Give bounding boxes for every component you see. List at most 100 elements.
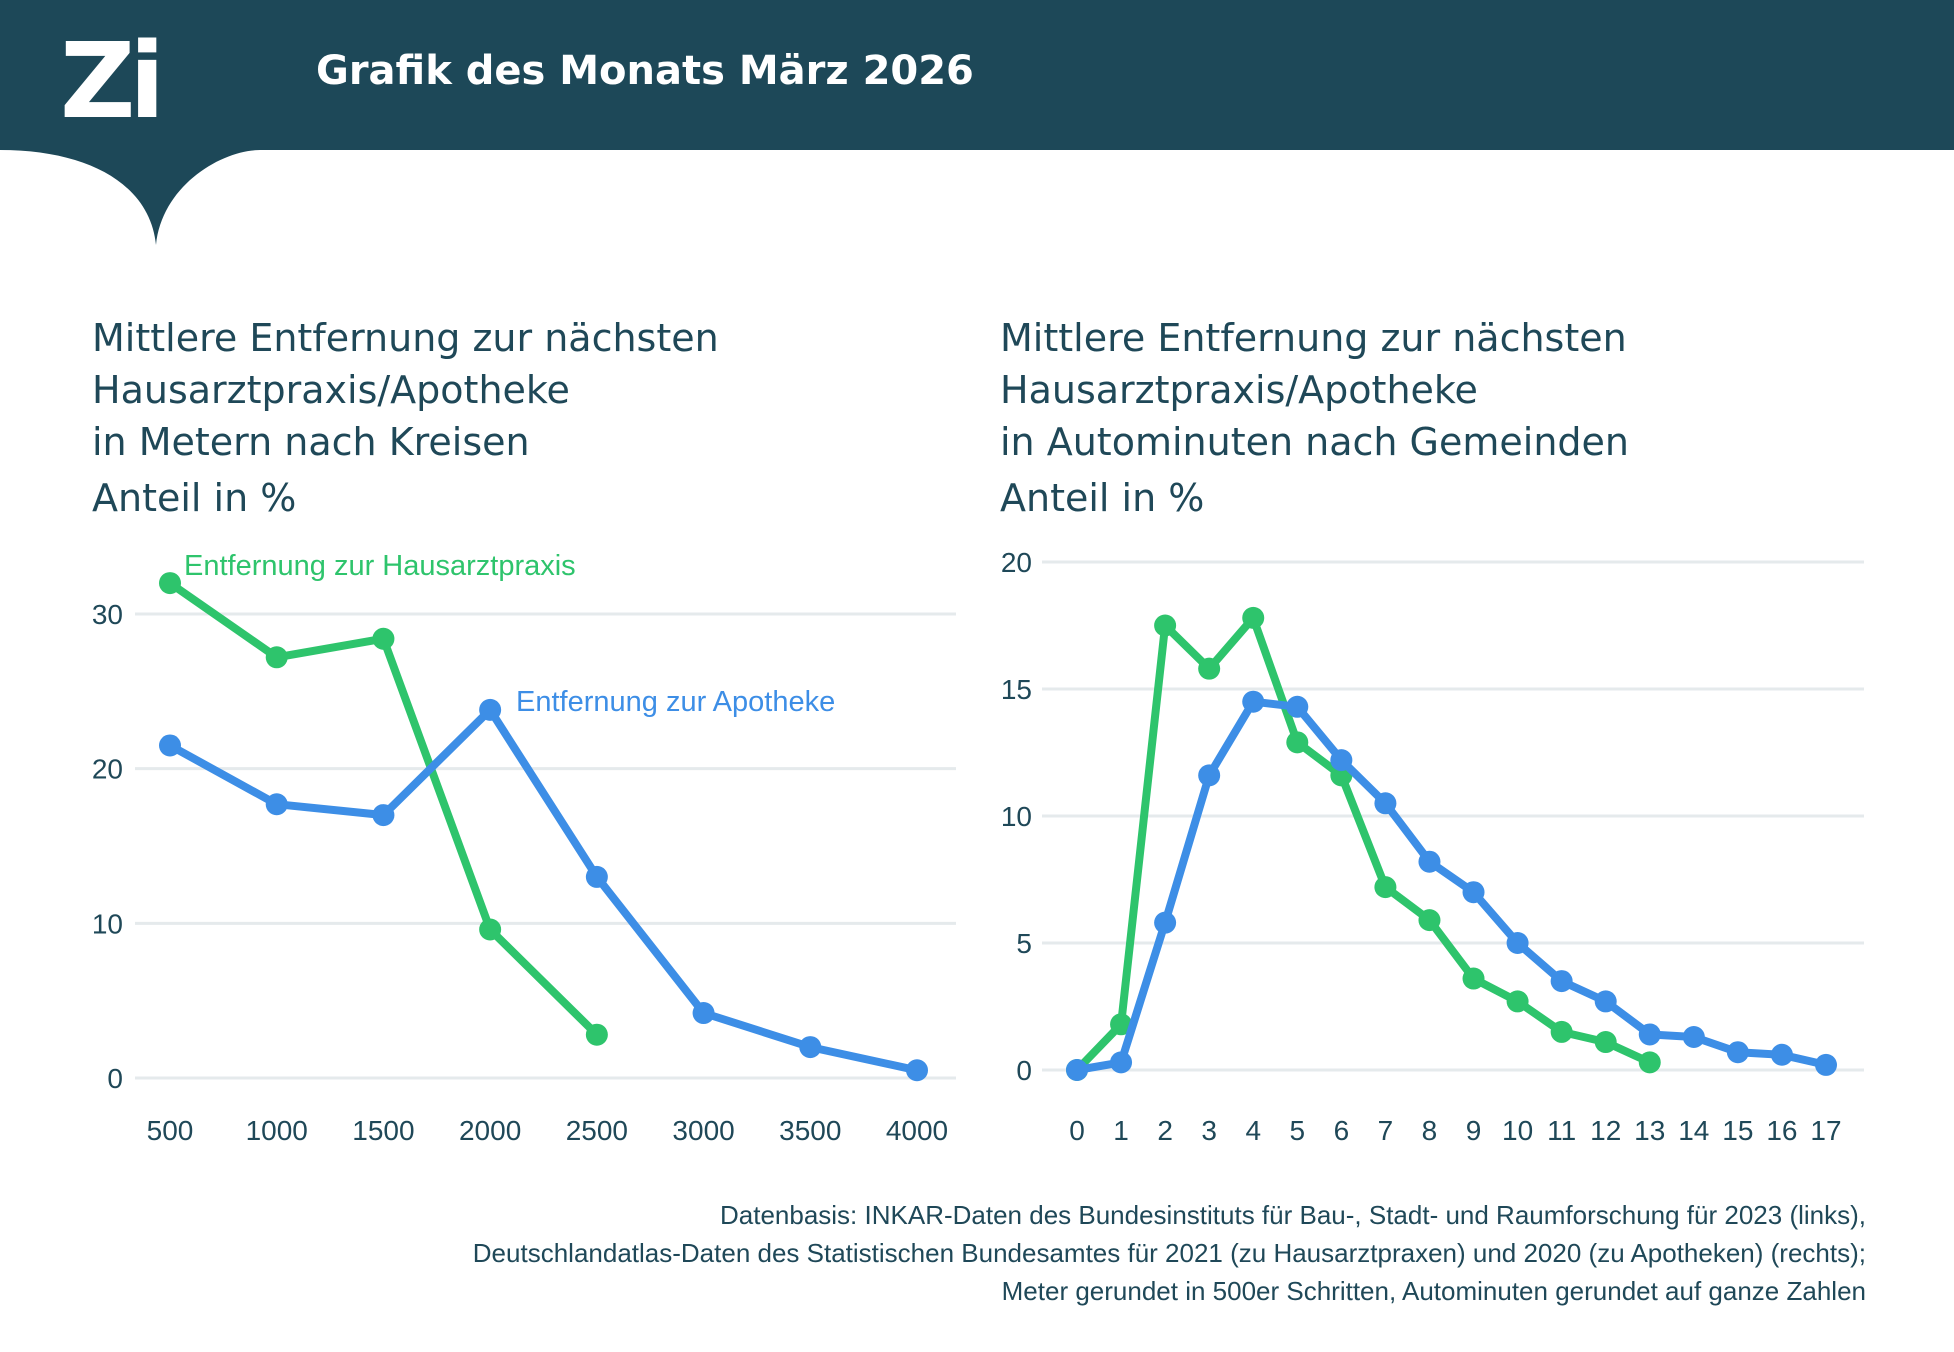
data-point-green [1506, 990, 1529, 1013]
x-tick-label: 17 [1810, 1115, 1841, 1146]
x-axis-ticks: 500 1000 1500 2000 2500 3000 3500 4000 [147, 1115, 949, 1146]
footnote-line: Datenbasis: INKAR-Daten des Bundesinstit… [719, 1200, 1866, 1230]
data-point-blue [585, 865, 608, 888]
x-tick-label: 13 [1634, 1115, 1665, 1146]
logo-text: Zi [60, 20, 159, 142]
data-point-blue [1594, 990, 1617, 1013]
footnote-line: Meter gerundet in 500er Schritten, Autom… [1001, 1276, 1866, 1306]
x-tick-label: 12 [1590, 1115, 1621, 1146]
x-tick-label: 7 [1378, 1115, 1394, 1146]
page-title: Grafik des Monats März 2026 [316, 48, 974, 94]
data-point-blue [1374, 792, 1397, 815]
data-point-blue [1286, 695, 1309, 718]
series-line-blue [166, 705, 921, 1075]
series-line-green [1073, 613, 1654, 1074]
x-tick-label: 2 [1157, 1115, 1173, 1146]
series-label-hausarztpraxis: Entfernung zur Hausarztpraxis [184, 550, 576, 582]
data-point-green [479, 918, 502, 941]
chart-title-line: Hausarztpraxis/Apotheke [92, 368, 570, 412]
data-point-blue [1726, 1041, 1749, 1064]
chart-title-line: Mittlere Entfernung zur nächsten [92, 316, 719, 360]
x-tick-label: 0 [1069, 1115, 1085, 1146]
x-tick-label: 8 [1422, 1115, 1438, 1146]
footnote-line: Deutschlandatlas-Daten des Statistischen… [472, 1238, 1866, 1268]
y-tick-label: 10 [1001, 801, 1032, 832]
y-axis-ticks: 0 5 10 15 20 [1001, 547, 1032, 1086]
chart-title-left: Mittlere Entfernung zur nächsten Hausarz… [92, 312, 719, 524]
y-tick-label: 10 [92, 908, 123, 939]
chart-title-line: in Metern nach Kreisen [92, 420, 530, 464]
data-point-blue [1242, 690, 1265, 713]
y-tick-label: 20 [92, 754, 123, 785]
x-tick-label: 1 [1113, 1115, 1129, 1146]
series-group [1066, 606, 1837, 1081]
data-point-green [1198, 657, 1221, 680]
x-tick-label: 2000 [459, 1115, 521, 1146]
chart-title-line: Mittlere Entfernung zur nächsten [1000, 316, 1627, 360]
x-tick-label: 500 [147, 1115, 194, 1146]
x-tick-label: 2500 [566, 1115, 628, 1146]
data-point-green [159, 572, 181, 595]
gridlines [1042, 560, 1864, 1072]
data-point-blue [1066, 1059, 1088, 1081]
x-tick-label: 9 [1466, 1115, 1482, 1146]
data-point-blue [265, 793, 288, 816]
x-tick-label: 5 [1290, 1115, 1306, 1146]
data-point-blue [799, 1036, 822, 1059]
data-point-blue [372, 804, 395, 827]
x-tick-label: 14 [1678, 1115, 1709, 1146]
logo: Zi [0, 20, 260, 245]
x-tick-label: 1000 [246, 1115, 308, 1146]
series-group [159, 572, 928, 1082]
x-tick-label: 16 [1766, 1115, 1797, 1146]
y-axis-ticks: 0 10 20 30 [92, 599, 123, 1094]
x-tick-label: 3 [1201, 1115, 1217, 1146]
x-tick-label: 15 [1722, 1115, 1753, 1146]
chart-title-line: Hausarztpraxis/Apotheke [1000, 368, 1478, 412]
data-point-green [1418, 909, 1441, 932]
chart-title-right: Mittlere Entfernung zur nächsten Hausarz… [1000, 312, 1629, 524]
x-tick-label: 3500 [779, 1115, 841, 1146]
data-point-blue [1638, 1023, 1661, 1046]
data-point-blue [692, 1002, 715, 1025]
data-point-blue [1154, 911, 1177, 934]
data-point-blue [1330, 749, 1353, 772]
data-point-green [372, 627, 395, 650]
x-tick-label: 4 [1245, 1115, 1261, 1146]
x-tick-label: 1500 [352, 1115, 414, 1146]
header-bubble-shape [0, 150, 260, 245]
data-point-green [1110, 1013, 1133, 1036]
y-tick-label: 5 [1016, 928, 1032, 959]
data-point-blue [1506, 932, 1529, 954]
data-point-green [1154, 614, 1177, 637]
y-tick-label: 30 [92, 599, 123, 630]
data-point-green [1374, 876, 1397, 899]
data-point-green [1638, 1051, 1661, 1074]
data-point-green [1594, 1031, 1617, 1054]
data-point-green [1462, 967, 1485, 990]
source-footnote: Datenbasis: INKAR-Daten des Bundesinstit… [473, 1196, 1866, 1310]
data-point-green [585, 1023, 608, 1046]
series-line-blue [1073, 697, 1830, 1074]
data-point-green [1286, 731, 1309, 754]
chart-title-line: in Autominuten nach Gemeinden [1000, 420, 1630, 464]
data-point-green [1550, 1020, 1573, 1043]
x-tick-label: 10 [1502, 1115, 1533, 1146]
data-point-blue [159, 734, 181, 757]
data-point-blue [1110, 1051, 1133, 1074]
y-tick-label: 0 [107, 1063, 123, 1094]
data-point-blue [479, 698, 502, 721]
series-label-apotheke: Entfernung zur Apotheke [516, 686, 835, 718]
x-tick-label: 11 [1547, 1115, 1576, 1146]
data-point-blue [1815, 1053, 1837, 1076]
x-tick-label: 3000 [672, 1115, 734, 1146]
x-axis-ticks: 0 1 2 3 4 5 6 7 8 9 10 11 12 13 14 15 16 17 [1069, 1115, 1841, 1146]
data-point-blue [1462, 881, 1485, 904]
header-bar: Zi Grafik des Monats März 2026 [0, 0, 1954, 245]
data-point-green [1242, 606, 1265, 629]
data-point-blue [1550, 970, 1573, 993]
series-labels: Entfernung zur Hausarztpraxis Entfernung… [184, 550, 835, 718]
y-axis-unit-label: Anteil in % [92, 476, 297, 520]
